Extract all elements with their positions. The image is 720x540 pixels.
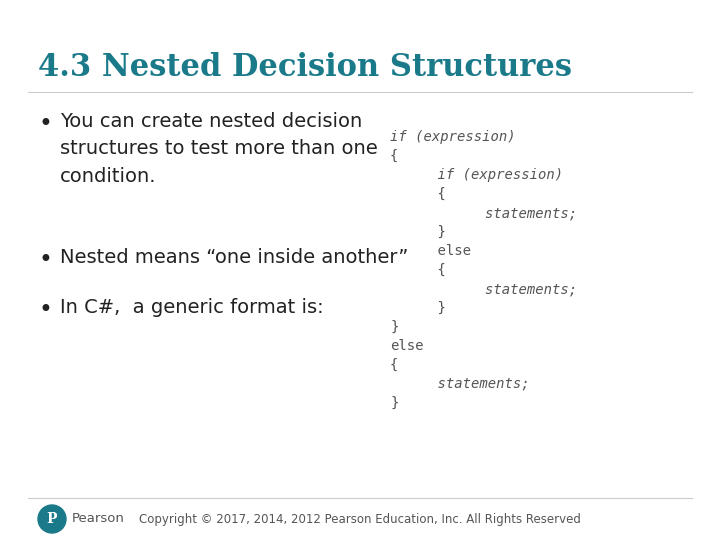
Text: else: else — [390, 339, 423, 353]
Text: •: • — [38, 298, 52, 322]
Text: {: { — [404, 263, 446, 277]
Text: Copyright © 2017, 2014, 2012 Pearson Education, Inc. All Rights Reserved: Copyright © 2017, 2014, 2012 Pearson Edu… — [139, 512, 581, 525]
Text: You can create nested decision
structures to test more than one
condition.: You can create nested decision structure… — [60, 112, 378, 186]
Text: {: { — [390, 149, 398, 163]
Text: }: } — [390, 396, 398, 410]
Text: In C#,  a generic format is:: In C#, a generic format is: — [60, 298, 323, 317]
Text: }: } — [404, 225, 446, 239]
Circle shape — [38, 505, 66, 533]
Text: 4.3 Nested Decision Structures: 4.3 Nested Decision Structures — [38, 52, 572, 83]
Text: •: • — [38, 112, 52, 136]
Text: if (expression): if (expression) — [390, 130, 516, 144]
Text: if (expression): if (expression) — [404, 168, 563, 182]
Text: statements;: statements; — [404, 377, 530, 391]
Text: }: } — [390, 320, 398, 334]
Text: statements;: statements; — [418, 206, 577, 220]
Text: }: } — [404, 301, 446, 315]
Text: {: { — [404, 187, 446, 201]
Text: Pearson: Pearson — [72, 512, 125, 525]
Text: •: • — [38, 248, 52, 272]
Text: statements;: statements; — [418, 282, 577, 296]
Text: else: else — [404, 244, 471, 258]
Text: Nested means “one inside another”: Nested means “one inside another” — [60, 248, 408, 267]
Text: P: P — [47, 512, 58, 526]
Text: {: { — [390, 358, 398, 372]
